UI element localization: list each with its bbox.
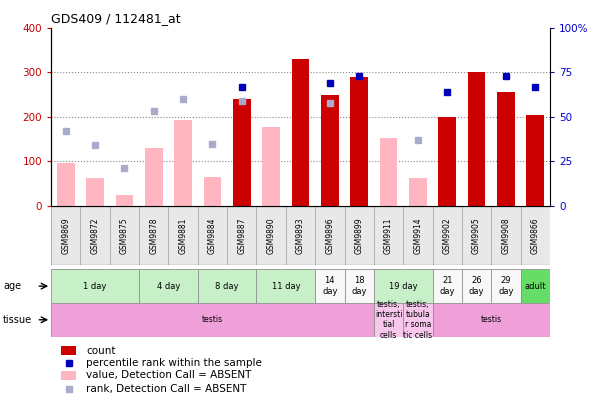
Text: GSM9914: GSM9914 — [413, 217, 423, 254]
Bar — [51, 269, 139, 303]
Bar — [57, 163, 75, 206]
Text: GSM9884: GSM9884 — [208, 217, 217, 254]
Bar — [51, 303, 374, 337]
Text: GSM9872: GSM9872 — [91, 217, 100, 254]
Text: 26
day: 26 day — [469, 276, 484, 296]
Bar — [145, 148, 163, 206]
Text: age: age — [3, 281, 21, 291]
Bar — [438, 117, 456, 206]
Bar — [433, 303, 550, 337]
Text: value, Detection Call = ABSENT: value, Detection Call = ABSENT — [86, 371, 251, 381]
Bar — [115, 195, 133, 206]
Text: GSM9890: GSM9890 — [267, 217, 276, 254]
Bar — [344, 269, 374, 303]
Text: 11 day: 11 day — [272, 282, 300, 291]
Text: 21
day: 21 day — [439, 276, 455, 296]
Bar — [403, 303, 433, 337]
Bar — [468, 72, 486, 206]
Text: 14
day: 14 day — [322, 276, 338, 296]
Text: testis,
intersti
tial
cells: testis, intersti tial cells — [375, 300, 402, 340]
Bar — [497, 92, 514, 206]
Text: 29
day: 29 day — [498, 276, 514, 296]
Text: 8 day: 8 day — [215, 282, 239, 291]
Bar — [174, 120, 192, 206]
Text: tissue: tissue — [3, 315, 32, 325]
Text: GSM9911: GSM9911 — [384, 217, 393, 254]
Text: GSM9908: GSM9908 — [501, 217, 510, 254]
Text: GSM9899: GSM9899 — [355, 217, 364, 254]
Bar — [374, 303, 403, 337]
Bar — [409, 178, 427, 206]
Text: 18
day: 18 day — [352, 276, 367, 296]
Text: testis: testis — [481, 315, 502, 324]
Text: adult: adult — [525, 282, 546, 291]
Text: testis,
tubula
r soma
tic cells: testis, tubula r soma tic cells — [403, 300, 433, 340]
Bar — [263, 127, 280, 206]
Text: GSM9881: GSM9881 — [178, 217, 188, 254]
Text: GDS409 / 112481_at: GDS409 / 112481_at — [51, 12, 181, 25]
Bar — [520, 269, 550, 303]
Text: 1 day: 1 day — [84, 282, 107, 291]
Text: GSM9893: GSM9893 — [296, 217, 305, 254]
Text: GSM9866: GSM9866 — [531, 217, 540, 254]
Bar — [491, 269, 520, 303]
Text: 19 day: 19 day — [389, 282, 418, 291]
Text: GSM9875: GSM9875 — [120, 217, 129, 254]
Bar — [198, 269, 257, 303]
Bar — [291, 59, 310, 206]
Bar — [374, 269, 433, 303]
Text: GSM9896: GSM9896 — [325, 217, 334, 254]
Text: GSM9905: GSM9905 — [472, 217, 481, 254]
Text: count: count — [86, 346, 115, 356]
Bar — [526, 114, 544, 206]
Bar — [350, 77, 368, 206]
Bar — [257, 269, 315, 303]
Text: GSM9878: GSM9878 — [149, 217, 158, 254]
Text: rank, Detection Call = ABSENT: rank, Detection Call = ABSENT — [86, 385, 246, 394]
Bar — [233, 99, 251, 206]
Text: testis: testis — [202, 315, 223, 324]
Text: GSM9887: GSM9887 — [237, 217, 246, 254]
Bar — [433, 269, 462, 303]
Text: GSM9869: GSM9869 — [61, 217, 70, 254]
Text: 4 day: 4 day — [157, 282, 180, 291]
Bar — [61, 371, 76, 380]
Bar — [315, 269, 344, 303]
Bar — [204, 177, 221, 206]
Bar — [462, 269, 491, 303]
Bar — [87, 178, 104, 206]
Bar — [380, 138, 397, 206]
Bar — [139, 269, 198, 303]
Text: GSM9902: GSM9902 — [443, 217, 452, 254]
Bar — [61, 346, 76, 355]
Bar — [321, 95, 338, 206]
Text: percentile rank within the sample: percentile rank within the sample — [86, 358, 262, 368]
